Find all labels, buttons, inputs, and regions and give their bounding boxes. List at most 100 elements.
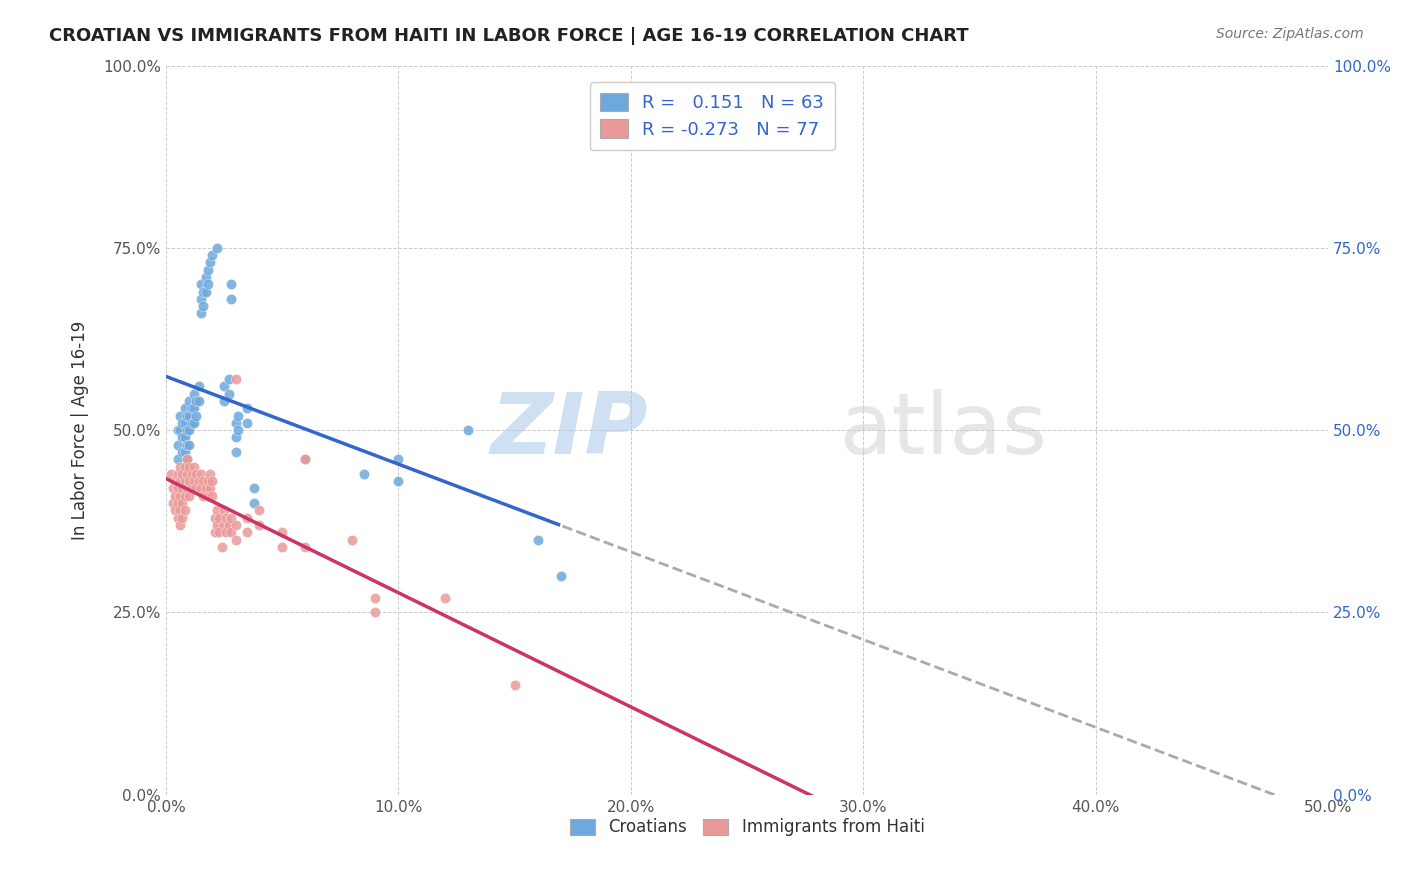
Point [176,467,198,481]
Point [166,510,188,524]
Point [387,474,409,488]
Point [180,467,202,481]
Point [179,438,201,452]
Point [190,467,212,481]
Point [162,482,184,496]
Point [219,277,242,292]
Point [294,540,316,554]
Point [294,452,316,467]
Point [187,474,209,488]
Text: atlas: atlas [839,389,1047,472]
Point [190,306,212,320]
Point [205,517,228,532]
Point [159,467,181,481]
Point [186,467,208,481]
Point [225,430,247,444]
Point [172,482,194,496]
Legend: Croatians, Immigrants from Haiti: Croatians, Immigrants from Haiti [561,810,932,845]
Point [194,482,217,496]
Point [208,510,231,524]
Point [197,277,219,292]
Point [186,482,208,496]
Point [165,503,187,517]
Point [169,503,191,517]
Point [226,409,249,423]
Point [166,423,188,437]
Point [179,409,201,423]
Point [186,409,208,423]
Point [236,416,259,430]
Point [169,489,191,503]
Point [172,430,194,444]
Point [204,525,226,540]
Point [364,606,387,620]
Point [183,386,205,401]
Point [190,277,212,292]
Point [218,386,240,401]
Point [176,438,198,452]
Point [236,510,259,524]
Point [243,482,266,496]
Point [212,379,235,393]
Point [198,482,221,496]
Point [197,474,219,488]
Point [215,510,238,524]
Point [190,482,212,496]
Point [201,474,224,488]
Point [172,416,194,430]
Point [194,270,217,285]
Point [219,510,242,524]
Point [225,533,247,547]
Point [236,525,259,540]
Point [271,525,294,540]
Point [433,591,456,605]
Point [457,423,479,437]
Point [247,503,270,517]
Point [212,503,235,517]
Point [183,459,205,474]
Point [198,255,221,269]
Text: ZIP: ZIP [491,389,648,472]
Point [169,423,191,437]
Point [215,525,238,540]
Point [173,474,195,488]
Point [169,409,191,423]
Point [550,569,572,583]
Point [225,517,247,532]
Point [193,299,215,313]
Text: Source: ZipAtlas.com: Source: ZipAtlas.com [1216,27,1364,41]
Point [173,416,195,430]
Point [218,372,240,386]
Point [212,517,235,532]
Point [243,496,266,510]
Point [353,467,375,481]
Point [173,445,195,459]
Point [503,678,526,692]
Point [176,452,198,467]
Point [208,525,231,540]
Point [172,467,194,481]
Y-axis label: In Labor Force | Age 16-19: In Labor Force | Age 16-19 [72,320,89,540]
Point [179,423,201,437]
Point [193,285,215,299]
Point [193,489,215,503]
Point [197,262,219,277]
Point [204,510,226,524]
Point [197,489,219,503]
Point [179,474,201,488]
Point [387,452,409,467]
Point [180,482,202,496]
Point [162,496,184,510]
Point [271,540,294,554]
Point [173,489,195,503]
Point [180,401,202,416]
Point [247,517,270,532]
Point [173,430,195,444]
Point [180,416,202,430]
Point [179,489,201,503]
Point [201,248,224,262]
Point [225,445,247,459]
Point [219,525,242,540]
Point [186,394,208,409]
Point [225,416,247,430]
